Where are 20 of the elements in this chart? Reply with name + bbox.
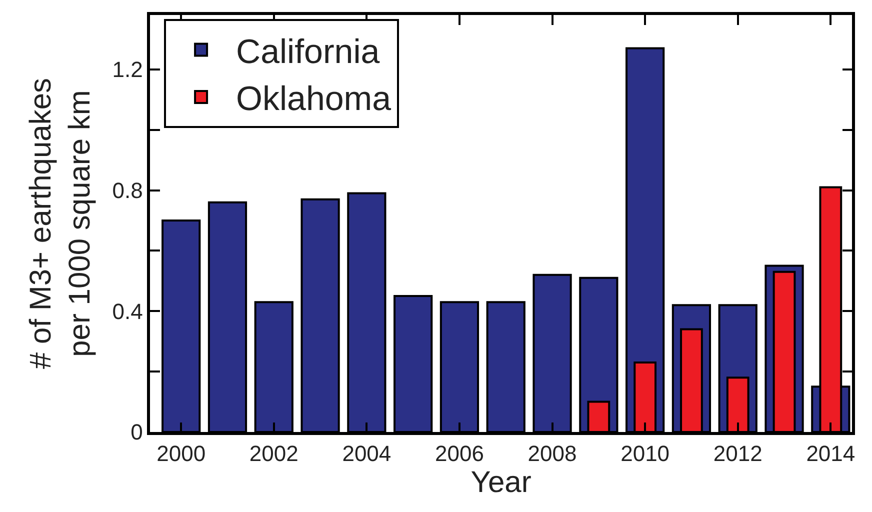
x-axis-title: Year — [470, 466, 532, 500]
x-tick-label: 2000 — [156, 441, 206, 466]
x-tick-label: 2008 — [528, 441, 577, 466]
x-tick-label: 2014 — [806, 441, 856, 466]
x-tick-label: 2010 — [620, 441, 670, 466]
bar — [300, 198, 340, 432]
bar — [486, 301, 526, 432]
y-axis-title: # of M3+ earthquakes per 1000 square km — [24, 78, 96, 370]
legend-label: California — [236, 33, 380, 72]
legend-label: Oklahoma — [236, 80, 392, 118]
y-tick-label: 0 — [130, 420, 143, 445]
x-tick-label: 2012 — [713, 441, 762, 466]
bar — [394, 295, 433, 432]
y-tick-label: 0.8 — [112, 178, 143, 203]
x-tick-label: 2004 — [342, 441, 392, 466]
bar — [208, 201, 248, 432]
y-tick-label: 0.4 — [112, 298, 143, 324]
y-tick-label: 1.2 — [112, 57, 143, 82]
x-tick-label: 2006 — [434, 441, 484, 466]
x-tick-label: 2002 — [249, 441, 298, 466]
